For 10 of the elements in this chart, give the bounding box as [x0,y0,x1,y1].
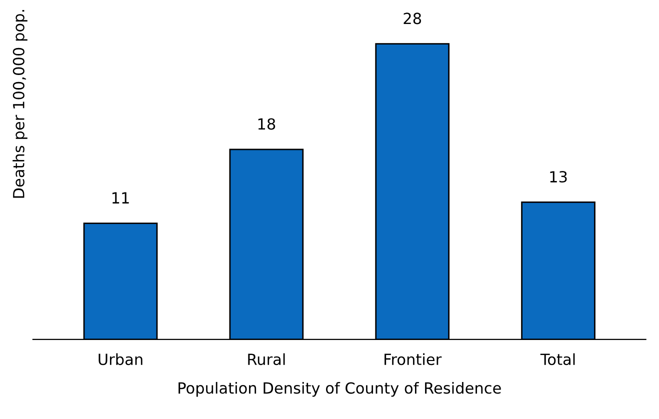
data-label: 11 [112,192,129,204]
data-label: 28 [404,12,422,24]
x-tick-label: Frontier [384,353,442,366]
data-label: 13 [550,170,567,183]
data-label: 18 [258,118,276,130]
y-axis-title: Deaths per 100,000 pop. [12,10,28,198]
x-tick-label: Rural [248,353,285,366]
x-tick-label: Urban [98,353,142,366]
x-tick-label: Total [540,353,575,366]
x-axis-title: Population Density of County of Residence [178,382,501,397]
